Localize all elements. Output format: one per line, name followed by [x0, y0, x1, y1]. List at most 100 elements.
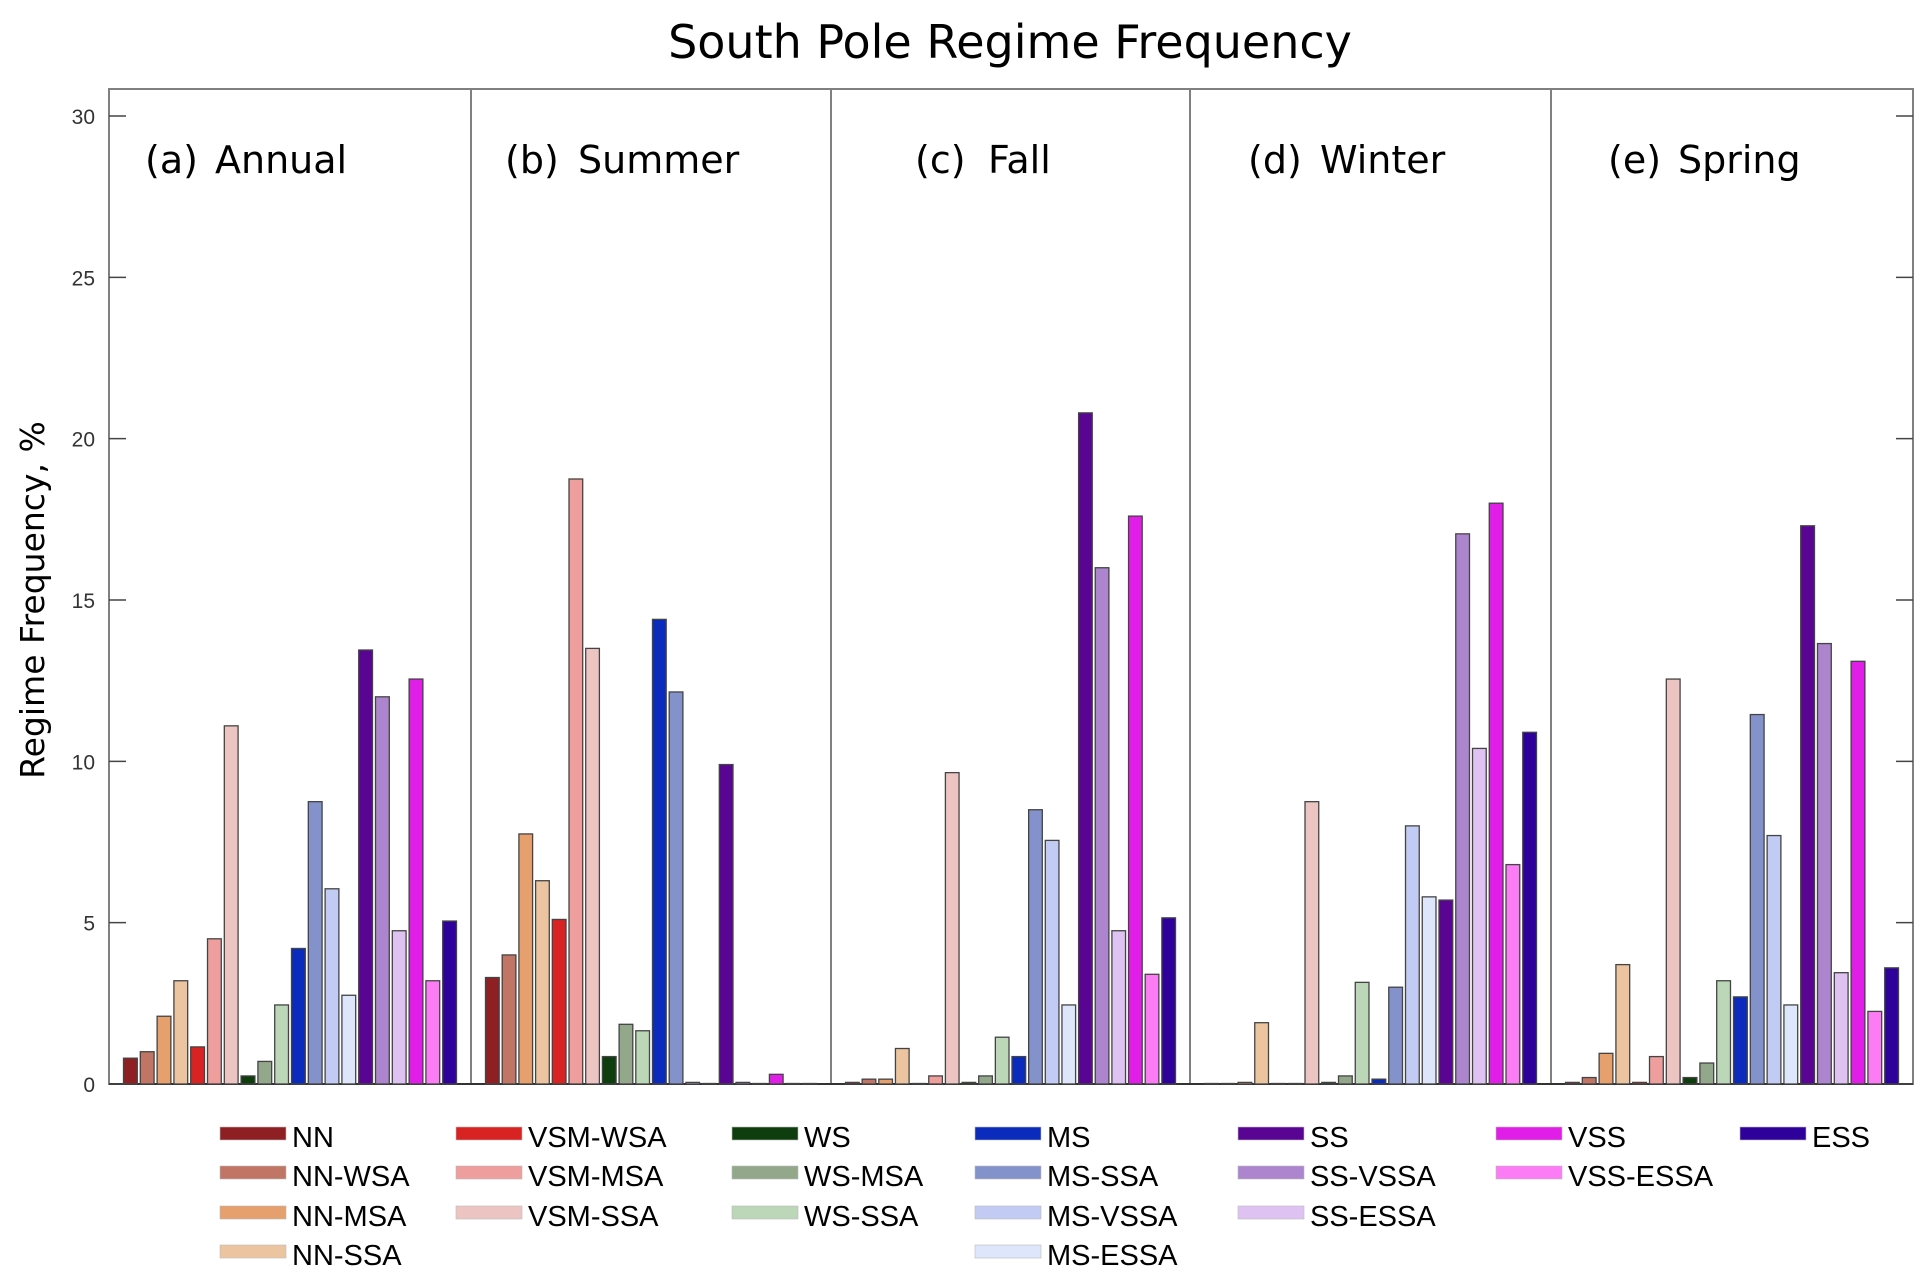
y-tick-label: 10 — [72, 751, 95, 774]
bar-summer-ws-ssa — [635, 1030, 651, 1085]
bar-fall-vsm-msa — [928, 1075, 944, 1085]
legend-item-nn-msa: NN-MSA — [219, 1201, 407, 1233]
bar-spring-ess — [1884, 967, 1900, 1085]
bar-spring-vsm-msa — [1648, 1055, 1664, 1085]
panel-spring: (e) Spring — [1564, 138, 1900, 1085]
panel-letter: (a) — [145, 138, 198, 182]
panel-fall: (c) Fall — [844, 138, 1177, 1085]
legend-item-vss: VSS — [1495, 1122, 1626, 1154]
legend-swatch — [1495, 1165, 1563, 1180]
bar-fall-nn-msa — [878, 1078, 894, 1085]
legend-label: MS-SSA — [1047, 1161, 1159, 1193]
bar-annual-ss — [358, 649, 374, 1085]
legend-label: VSM-SSA — [528, 1201, 659, 1233]
legend-label: MS-VSSA — [1047, 1201, 1178, 1233]
bar-annual-nn-ssa — [173, 980, 189, 1085]
legend-label: NN — [292, 1122, 334, 1154]
legend-item-vsm-msa: VSM-MSA — [455, 1161, 664, 1193]
legend-label: MS — [1047, 1122, 1091, 1154]
legend-item-vss-essa: VSS-ESSA — [1495, 1161, 1714, 1193]
bar-winter-vss-essa — [1505, 863, 1521, 1085]
legend-swatch — [1495, 1126, 1563, 1141]
legend-swatch — [219, 1165, 287, 1180]
bar-summer-ms-essa — [701, 1082, 717, 1085]
legend-label: VSM-WSA — [528, 1122, 667, 1154]
legend-label: MS-ESSA — [1047, 1240, 1178, 1272]
legend-item-nn: NN — [219, 1122, 334, 1154]
bar-spring-nn — [1564, 1081, 1580, 1085]
legend-swatch — [1237, 1205, 1305, 1220]
legend-swatch — [455, 1126, 523, 1141]
legend-label: NN-MSA — [292, 1201, 407, 1233]
legend-swatch — [1237, 1126, 1305, 1141]
legend-label: VSM-MSA — [528, 1161, 664, 1193]
legend-item-ws-ssa: WS-SSA — [731, 1201, 919, 1233]
legend-swatch — [974, 1126, 1042, 1141]
bar-summer-ms — [651, 618, 667, 1085]
bar-fall-ms-essa — [1061, 1004, 1077, 1085]
legend-swatch — [455, 1205, 523, 1220]
legend-swatch — [974, 1244, 1042, 1259]
bar-spring-vsm-ssa — [1665, 678, 1681, 1085]
bar-winter-nn — [1203, 1082, 1219, 1085]
bar-winter-vsm-wsa — [1270, 1082, 1286, 1085]
bar-summer-vss — [768, 1073, 784, 1085]
bar-winter-nn-msa — [1237, 1081, 1253, 1085]
bar-winter-nn-wsa — [1220, 1082, 1236, 1085]
bar-annual-vss-essa — [425, 980, 441, 1085]
bar-summer-ss — [718, 763, 734, 1085]
bar-summer-nn — [484, 976, 500, 1085]
bar-spring-ss — [1800, 525, 1816, 1085]
bar-summer-vsm-ssa — [585, 647, 601, 1085]
bar-annual-ss-essa — [391, 930, 407, 1085]
legend-label: SS-ESSA — [1310, 1201, 1436, 1233]
legend-swatch — [974, 1205, 1042, 1220]
bar-spring-vss — [1850, 660, 1866, 1085]
chart-title: South Pole Regime Frequency — [668, 15, 1352, 69]
legend-swatch — [731, 1126, 799, 1141]
bar-winter-ws-ssa — [1354, 981, 1370, 1085]
bar-annual-ms-essa — [341, 994, 357, 1085]
legend-item-nn-wsa: NN-WSA — [219, 1161, 410, 1193]
bar-spring-nn-wsa — [1581, 1076, 1597, 1085]
panel-title: Winter — [1320, 138, 1446, 182]
bar-spring-ss-essa — [1833, 972, 1849, 1085]
bar-fall-vss-essa — [1144, 973, 1160, 1085]
legend-item-vsm-wsa: VSM-WSA — [455, 1122, 667, 1154]
bar-spring-ms — [1732, 996, 1748, 1085]
bar-fall-nn — [844, 1081, 860, 1085]
y-axis-ticks: 0 5 10 15 20 25 30 — [72, 106, 1913, 1097]
legend-label: VSS-ESSA — [1568, 1161, 1714, 1193]
bar-spring-ms-essa — [1783, 1004, 1799, 1085]
legend-label: WS-MSA — [804, 1161, 924, 1193]
legend-label: SS — [1310, 1122, 1349, 1154]
bar-spring-ss-vssa — [1816, 642, 1832, 1085]
bar-annual-ms-ssa — [307, 801, 323, 1085]
bar-winter-ss — [1438, 899, 1454, 1085]
panel-annual: (a) Annual — [122, 138, 458, 1085]
legend-label: ESS — [1812, 1122, 1870, 1154]
bar-fall-ss — [1077, 412, 1093, 1085]
panels: (a) Annual (b) Summer (c) Fall (d) Winter (e) Spr… — [122, 138, 1900, 1085]
y-tick-label: 0 — [83, 1074, 95, 1097]
bar-annual-vsm-ssa — [223, 725, 239, 1085]
bar-summer-ess — [802, 1082, 818, 1085]
y-axis-label: Regime Frequency, % — [13, 421, 52, 779]
bar-fall-ms-vssa — [1044, 839, 1060, 1085]
bar-winter-ms-ssa — [1388, 986, 1404, 1085]
legend-item-ms-vssa: MS-VSSA — [974, 1201, 1178, 1233]
bar-fall-ws — [961, 1081, 977, 1085]
legend-swatch — [219, 1205, 287, 1220]
legend-item-ss: SS — [1237, 1122, 1349, 1154]
bar-fall-ss-vssa — [1094, 567, 1110, 1085]
bar-summer-vss-essa — [785, 1082, 801, 1085]
bar-fall-ess — [1161, 917, 1177, 1085]
legend-swatch — [219, 1126, 287, 1141]
bar-annual-ws — [240, 1075, 256, 1085]
legend-swatch — [1237, 1165, 1305, 1180]
bar-summer-nn-msa — [518, 833, 534, 1085]
y-tick-label: 5 — [83, 913, 95, 936]
bar-winter-ss-vssa — [1455, 533, 1471, 1085]
legend-item-ms-essa: MS-ESSA — [974, 1240, 1178, 1272]
